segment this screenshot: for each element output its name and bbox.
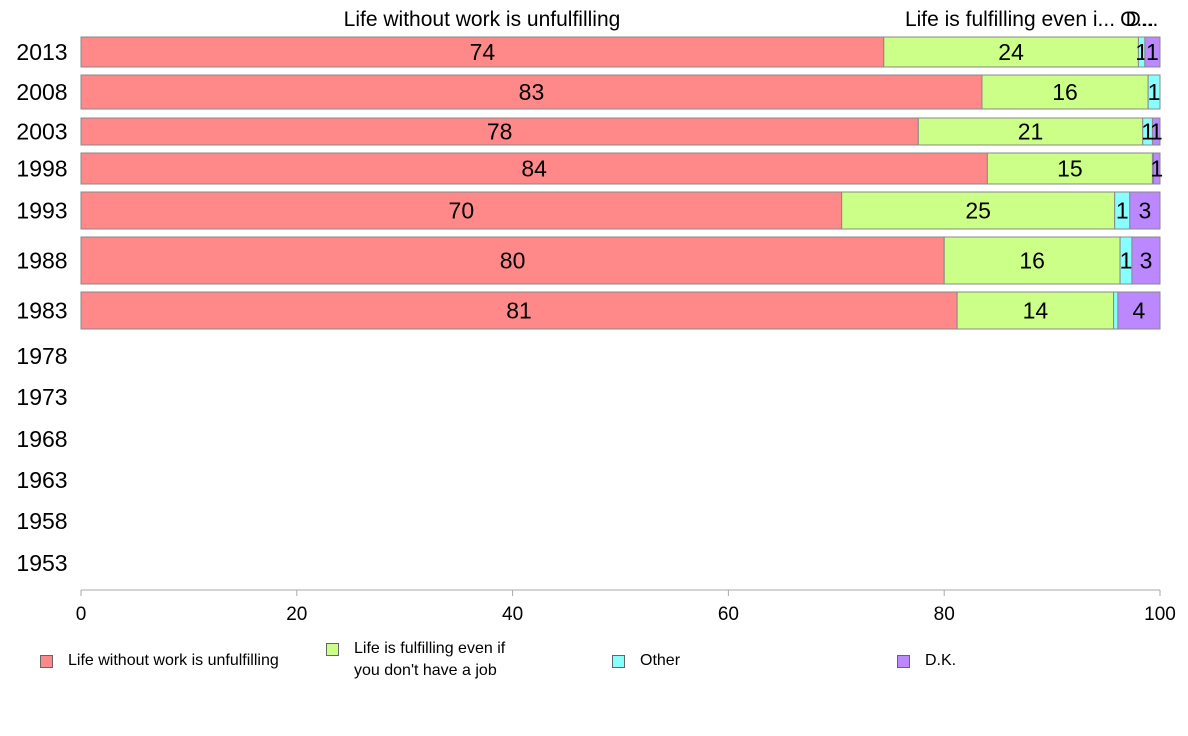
legend-swatch-unfulfilling bbox=[40, 655, 53, 668]
bar-2008-series-2 bbox=[1147, 74, 1161, 110]
data-label-2003-series-1: 21 bbox=[1018, 119, 1044, 145]
category-label-1958: 1958 bbox=[16, 508, 67, 534]
data-label-1998-series-3: 1 bbox=[1150, 156, 1163, 182]
bar-1983-series-3 bbox=[1117, 291, 1161, 330]
data-label-1983-series-3: 4 bbox=[1133, 298, 1146, 324]
legend-label-other: Other bbox=[640, 652, 681, 669]
header-label-1: Life is fulfilling even i... bbox=[905, 8, 1115, 31]
data-label-1993-series-0: 70 bbox=[449, 198, 475, 224]
x-tick-label-40: 40 bbox=[502, 604, 523, 625]
legend-swatch-other bbox=[612, 655, 625, 668]
bar-1998-series-1 bbox=[986, 152, 1153, 185]
data-label-1993-series-1: 25 bbox=[965, 198, 991, 224]
bar-1983-series-2 bbox=[1113, 291, 1119, 330]
category-label-2013: 2013 bbox=[16, 39, 67, 65]
bar-1988-series-1 bbox=[943, 236, 1121, 285]
data-label-2008-series-2: 1 bbox=[1148, 79, 1161, 105]
legend-label-unfulfilling: Life without work is unfulfilling bbox=[68, 652, 279, 669]
data-label-2008-series-1: 16 bbox=[1052, 79, 1078, 105]
data-label-1988-series-2: 1 bbox=[1120, 248, 1133, 274]
header-label-2: O... bbox=[1120, 8, 1154, 31]
legend-item-dk: D.K. bbox=[897, 650, 956, 672]
category-label-2003: 2003 bbox=[16, 119, 67, 145]
bar-2013-series-1 bbox=[883, 36, 1139, 68]
header-label-0: Life without work is unfulfilling bbox=[344, 8, 621, 31]
bar-1998-series-0 bbox=[80, 152, 988, 185]
legend-label-fulfilling: Life is fulfilling even if you don't hav… bbox=[354, 640, 506, 679]
x-tick-label-20: 20 bbox=[286, 604, 307, 625]
data-label-2003-series-3: 1 bbox=[1150, 119, 1163, 145]
x-tick-label-0: 0 bbox=[76, 604, 87, 625]
category-label-1978: 1978 bbox=[16, 343, 67, 369]
data-label-1988-series-3: 3 bbox=[1140, 248, 1153, 274]
data-label-2013-series-1: 24 bbox=[998, 39, 1024, 65]
bar-1993-series-3 bbox=[1129, 191, 1161, 230]
category-label-1983: 1983 bbox=[16, 298, 67, 324]
legend-item-unfulfilling: Life without work is unfulfilling bbox=[40, 650, 279, 672]
bar-1988-series-3 bbox=[1131, 236, 1161, 285]
data-label-2013-series-0: 74 bbox=[470, 39, 496, 65]
bar-1988-series-0 bbox=[80, 236, 945, 285]
data-label-1983-series-0: 81 bbox=[506, 298, 532, 324]
data-label-1993-series-3: 3 bbox=[1138, 198, 1151, 224]
data-label-2003-series-2: 1 bbox=[1141, 119, 1154, 145]
category-label-1973: 1973 bbox=[16, 384, 67, 410]
data-label-2013-series-3: 1 bbox=[1146, 39, 1159, 65]
bar-1998-series-3 bbox=[1153, 152, 1161, 185]
category-label-2008: 2008 bbox=[16, 79, 67, 105]
category-label-1993: 1993 bbox=[16, 198, 67, 224]
bar-1983-series-0 bbox=[80, 291, 958, 330]
legend-swatch-fulfilling bbox=[326, 643, 339, 656]
data-label-1998-series-0: 84 bbox=[521, 156, 547, 182]
data-label-1993-series-2: 1 bbox=[1116, 198, 1129, 224]
legend: Life without work is unfulfilling Life i… bbox=[0, 636, 1188, 686]
legend-label-dk: D.K. bbox=[925, 652, 957, 669]
data-label-1988-series-0: 80 bbox=[500, 248, 526, 274]
category-label-1953: 1953 bbox=[16, 550, 67, 576]
bar-2003-series-3 bbox=[1151, 117, 1161, 146]
header-label-3: D... bbox=[1126, 8, 1159, 31]
stacked-bar-chart: Life without work is unfulfilling Life is… bbox=[16, 8, 1176, 625]
x-tick-label-60: 60 bbox=[718, 604, 739, 625]
x-tick-label-80: 80 bbox=[934, 604, 955, 625]
legend-item-other: Other bbox=[612, 650, 680, 672]
data-label-1998-series-1: 15 bbox=[1057, 156, 1083, 182]
data-label-2003-series-0: 78 bbox=[487, 119, 513, 145]
bar-1983-series-1 bbox=[956, 291, 1115, 330]
bar-1993-series-1 bbox=[841, 191, 1116, 230]
category-label-1998: 1998 bbox=[16, 156, 67, 182]
x-tick-label-100: 100 bbox=[1144, 604, 1176, 625]
category-label-1968: 1968 bbox=[16, 426, 67, 452]
bar-2013-series-3 bbox=[1144, 36, 1161, 68]
data-label-2008-series-0: 83 bbox=[519, 79, 545, 105]
data-label-1983-series-1: 14 bbox=[1023, 298, 1049, 324]
data-label-1988-series-1: 16 bbox=[1019, 248, 1045, 274]
legend-swatch-dk bbox=[897, 655, 910, 668]
category-label-1963: 1963 bbox=[16, 467, 67, 493]
category-label-1988: 1988 bbox=[16, 248, 67, 274]
legend-item-fulfilling: Life is fulfilling even if you don't hav… bbox=[326, 638, 526, 682]
